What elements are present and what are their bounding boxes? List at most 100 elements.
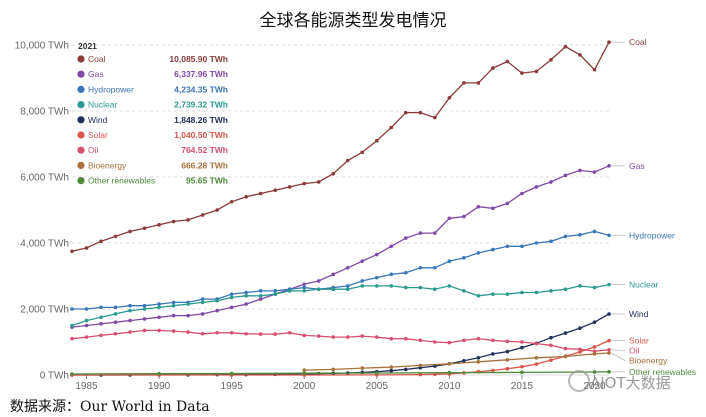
data-point[interactable]	[404, 110, 408, 115]
data-point[interactable]	[476, 204, 481, 209]
data-point[interactable]	[447, 361, 452, 366]
data-point[interactable]	[244, 294, 248, 298]
data-point[interactable]	[389, 284, 394, 288]
data-point[interactable]	[505, 201, 510, 206]
data-point[interactable]	[244, 302, 248, 306]
data-point[interactable]	[128, 229, 132, 234]
data-point[interactable]	[374, 252, 379, 257]
data-point[interactable]	[491, 292, 495, 296]
data-point[interactable]	[520, 191, 524, 196]
data-point[interactable]	[273, 292, 277, 296]
data-point[interactable]	[549, 289, 553, 293]
data-point[interactable]	[273, 289, 277, 293]
data-point[interactable]	[316, 180, 321, 184]
data-point[interactable]	[462, 81, 466, 85]
data-point[interactable]	[563, 346, 568, 351]
data-point[interactable]	[258, 294, 263, 298]
data-point[interactable]	[476, 81, 481, 85]
data-point[interactable]	[374, 284, 379, 288]
data-point[interactable]	[404, 236, 408, 240]
data-point[interactable]	[433, 231, 437, 235]
data-point[interactable]	[389, 244, 394, 249]
data-point[interactable]	[418, 372, 423, 377]
data-point[interactable]	[476, 294, 481, 298]
data-point[interactable]	[563, 173, 568, 178]
data-point[interactable]	[128, 308, 132, 313]
data-point[interactable]	[549, 58, 553, 62]
legend-item-bioenergy[interactable]: Bioenergy 666.28 TWh	[77, 160, 228, 170]
data-point[interactable]	[505, 349, 510, 354]
data-point[interactable]	[447, 340, 452, 345]
data-point[interactable]	[316, 334, 321, 338]
data-point[interactable]	[418, 231, 423, 235]
data-point[interactable]	[345, 335, 350, 339]
data-point[interactable]	[244, 331, 248, 336]
data-point[interactable]	[476, 251, 481, 255]
data-point[interactable]	[186, 313, 190, 318]
data-point[interactable]	[404, 367, 408, 372]
data-point[interactable]	[273, 188, 277, 192]
data-point[interactable]	[70, 307, 74, 311]
data-point[interactable]	[331, 367, 336, 372]
data-point[interactable]	[491, 66, 495, 70]
data-point[interactable]	[578, 232, 582, 237]
data-point[interactable]	[549, 180, 553, 184]
data-point[interactable]	[128, 330, 132, 334]
data-point[interactable]	[607, 164, 611, 168]
data-point[interactable]	[476, 356, 481, 360]
data-point[interactable]	[142, 328, 147, 333]
data-point[interactable]	[331, 171, 336, 176]
data-point[interactable]	[447, 284, 452, 288]
data-point[interactable]	[229, 371, 234, 376]
data-point[interactable]	[70, 323, 74, 328]
data-point[interactable]	[360, 366, 365, 370]
data-point[interactable]	[433, 340, 437, 344]
data-point[interactable]	[476, 336, 481, 341]
data-point[interactable]	[578, 53, 582, 57]
data-point[interactable]	[302, 181, 307, 186]
data-point[interactable]	[142, 317, 147, 321]
data-point[interactable]	[520, 364, 524, 369]
data-point[interactable]	[389, 125, 394, 130]
data-point[interactable]	[84, 246, 89, 250]
data-point[interactable]	[389, 336, 394, 341]
data-point[interactable]	[607, 351, 611, 355]
data-point[interactable]	[302, 282, 307, 287]
data-point[interactable]	[607, 338, 611, 343]
legend-item-other-renewables[interactable]: Other renewables 95.65 TWh	[77, 176, 228, 186]
data-point[interactable]	[534, 241, 539, 245]
data-point[interactable]	[84, 307, 89, 311]
data-point[interactable]	[215, 208, 219, 212]
data-point[interactable]	[476, 360, 481, 364]
data-point[interactable]	[433, 372, 437, 377]
data-point[interactable]	[389, 365, 394, 369]
data-point[interactable]	[491, 247, 495, 252]
data-point[interactable]	[142, 303, 147, 308]
data-point[interactable]	[345, 284, 350, 288]
data-point[interactable]	[418, 338, 423, 343]
data-point[interactable]	[433, 265, 437, 270]
data-point[interactable]	[607, 233, 611, 238]
data-point[interactable]	[157, 223, 161, 227]
data-point[interactable]	[113, 320, 118, 325]
data-point[interactable]	[433, 287, 437, 292]
data-point[interactable]	[447, 96, 452, 100]
data-point[interactable]	[404, 285, 408, 290]
data-point[interactable]	[229, 305, 234, 310]
data-point[interactable]	[360, 259, 365, 263]
data-point[interactable]	[592, 349, 597, 354]
data-point[interactable]	[99, 239, 103, 244]
data-point[interactable]	[374, 335, 379, 339]
data-point[interactable]	[418, 265, 423, 270]
data-point[interactable]	[360, 334, 365, 338]
legend-item-gas[interactable]: Gas 6,337.96 TWh	[77, 69, 228, 79]
data-point[interactable]	[157, 328, 161, 333]
data-point[interactable]	[273, 332, 277, 336]
data-point[interactable]	[592, 170, 597, 174]
data-point[interactable]	[302, 285, 307, 290]
data-point[interactable]	[142, 307, 147, 311]
data-point[interactable]	[505, 244, 510, 249]
data-point[interactable]	[200, 300, 205, 305]
data-point[interactable]	[578, 347, 582, 352]
data-point[interactable]	[447, 259, 452, 263]
